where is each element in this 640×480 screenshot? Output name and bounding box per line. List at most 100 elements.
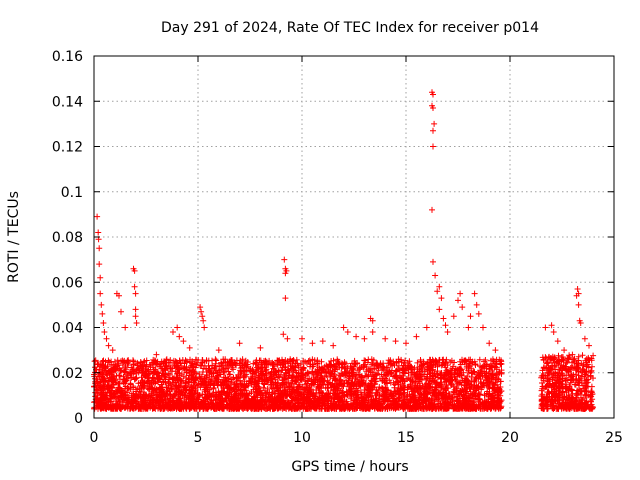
roti-point: [200, 378, 207, 385]
roti-point: [162, 367, 169, 374]
roti-point: [477, 367, 484, 374]
roti-point: [441, 373, 447, 380]
roti-point: [170, 357, 177, 364]
roti-point: [148, 384, 155, 391]
roti-point: [433, 358, 440, 365]
roti-point: [139, 370, 146, 377]
roti-point: [353, 402, 360, 409]
roti-point: [395, 379, 402, 386]
roti-point: [498, 357, 504, 364]
roti-point: [451, 359, 458, 366]
roti-point: [354, 367, 361, 374]
roti-point: [258, 389, 265, 396]
roti-point: [157, 385, 164, 392]
roti-point: [470, 369, 477, 376]
roti-point: [437, 390, 444, 397]
roti-point: [336, 372, 343, 379]
roti-point: [450, 388, 457, 395]
roti-point: [272, 369, 279, 376]
roti-point: [385, 387, 392, 393]
roti-point: [123, 396, 130, 402]
roti-point: [260, 384, 267, 391]
roti-point: [98, 385, 105, 392]
roti-point: [350, 365, 357, 372]
roti-point: [357, 391, 364, 398]
roti-point: [233, 396, 240, 403]
roti-point: [334, 356, 341, 363]
roti-point: [121, 376, 128, 382]
roti-point: [202, 375, 209, 381]
roti-point: [375, 367, 382, 374]
roti-point: [126, 396, 133, 403]
roti-point: [383, 377, 390, 383]
roti-point: [287, 404, 293, 411]
roti-point: [293, 356, 300, 363]
roti-point: [332, 376, 339, 383]
roti-point: [404, 359, 411, 366]
roti-point: [324, 385, 331, 392]
roti-point: [124, 359, 131, 366]
roti-point: [400, 393, 407, 400]
roti-point: [103, 384, 110, 391]
roti-point: [122, 391, 129, 398]
roti-point: [281, 405, 287, 411]
roti-point: [143, 357, 150, 364]
roti-point: [374, 389, 381, 396]
roti-point: [125, 385, 132, 392]
roti-point: [373, 386, 380, 393]
roti-point: [205, 367, 212, 374]
roti-point: [490, 371, 496, 378]
roti-point: [449, 365, 456, 372]
roti-point: [111, 379, 118, 386]
roti-point: [143, 371, 150, 378]
roti-point: [180, 373, 187, 380]
roti-point: [261, 358, 267, 364]
roti-point: [370, 357, 377, 364]
roti-point: [489, 356, 496, 363]
roti-point: [347, 395, 354, 402]
roti-point: [408, 372, 415, 378]
roti-point: [99, 391, 106, 398]
roti-point: [387, 357, 394, 364]
roti-point: [206, 374, 213, 380]
roti-point: [461, 400, 468, 407]
roti-point: [467, 386, 474, 392]
roti-point: [178, 378, 185, 385]
roti-point: [358, 364, 365, 370]
roti-point: [176, 383, 183, 390]
roti-point: [297, 376, 304, 383]
roti-point: [366, 367, 373, 374]
roti-point: [198, 373, 205, 380]
roti-point: [462, 400, 468, 407]
roti-point: [257, 394, 264, 401]
roti-point: [163, 356, 170, 363]
roti-point: [269, 393, 276, 400]
roti-point: [199, 381, 206, 388]
roti-point: [210, 397, 217, 404]
roti-point: [332, 401, 339, 408]
roti-point: [363, 368, 370, 375]
roti-point: [476, 356, 483, 363]
roti-point: [233, 374, 240, 381]
roti-point: [271, 366, 277, 373]
roti-point: [345, 377, 352, 384]
roti-point: [195, 380, 202, 387]
roti-point: [169, 386, 176, 393]
roti-point: [128, 375, 135, 381]
roti-point: [376, 384, 383, 390]
roti-point: [129, 390, 135, 397]
roti-point: [354, 376, 361, 383]
roti-point: [352, 360, 359, 367]
roti-point: [418, 392, 425, 398]
roti-point: [212, 356, 219, 363]
roti-point: [249, 376, 256, 383]
roti-point: [274, 374, 281, 381]
roti-point: [262, 367, 269, 374]
roti-point: [339, 371, 346, 378]
roti-point: [383, 379, 390, 386]
roti-point: [379, 365, 386, 372]
roti-point: [371, 381, 378, 388]
roti-point: [255, 365, 262, 372]
roti-point: [300, 357, 307, 364]
